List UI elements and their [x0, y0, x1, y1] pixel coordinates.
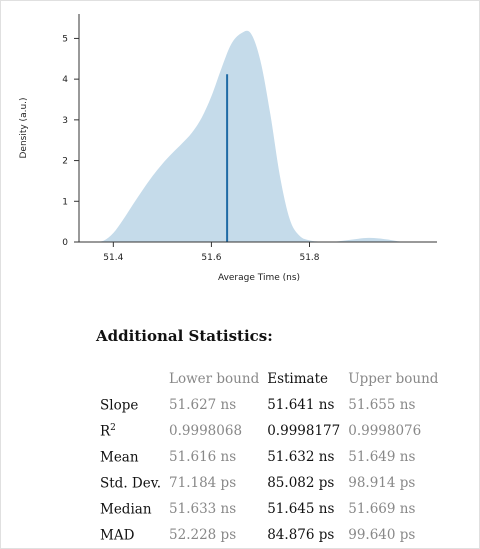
col-upper-bound: Upper bound [344, 366, 442, 392]
lower-bound-value: 52.228 ps [165, 522, 263, 548]
col-estimate: Estimate [263, 366, 344, 392]
table-row: Mean 51.616 ns 51.632 ns 51.649 ns [96, 444, 442, 470]
y-tick-label: 2 [62, 157, 68, 167]
row-label: Slope [96, 392, 165, 418]
row-label: Std. Dev. [96, 470, 165, 496]
row-label: Median [96, 496, 165, 522]
x-tick-label: 51.8 [299, 253, 319, 263]
upper-bound-value: 99.640 ps [344, 522, 442, 548]
row-label: MAD [96, 522, 165, 548]
upper-bound-value: 98.914 ps [344, 470, 442, 496]
lower-bound-value: 51.627 ns [165, 392, 263, 418]
estimate-value: 51.645 ns [263, 496, 344, 522]
lower-bound-value: 0.9998068 [165, 418, 263, 444]
table-row: Slope 51.627 ns 51.641 ns 51.655 ns [96, 392, 442, 418]
upper-bound-value: 51.649 ns [344, 444, 442, 470]
plot-area: 0 1 2 3 4 5 51.4 51.6 51.8 [62, 14, 437, 263]
estimate-value: 85.082 ps [263, 470, 344, 496]
estimate-value: 51.632 ns [263, 444, 344, 470]
y-tick-label: 1 [62, 197, 68, 207]
lower-bound-value: 71.184 ps [165, 470, 263, 496]
col-lower-bound: Lower bound [165, 366, 263, 392]
density-chart: 0 1 2 3 4 5 51.4 51.6 51.8 Density (a.u.) Averag… [0, 0, 480, 300]
lower-bound-value: 51.616 ns [165, 444, 263, 470]
x-tick-label: 51.6 [201, 253, 221, 263]
lower-bound-value: 51.633 ns [165, 496, 263, 522]
upper-bound-value: 51.655 ns [344, 392, 442, 418]
upper-bound-value: 0.9998076 [344, 418, 442, 444]
y-tick-label: 3 [62, 116, 68, 126]
x-tick-label: 51.4 [103, 253, 123, 263]
x-axis-label: Average Time (ns) [218, 273, 300, 283]
stats-header-blank [96, 366, 165, 392]
stats-table: Lower bound Estimate Upper bound Slope 5… [96, 366, 442, 548]
estimate-value: 51.641 ns [263, 392, 344, 418]
table-row: Median 51.633 ns 51.645 ns 51.669 ns [96, 496, 442, 522]
y-tick-label: 4 [62, 75, 68, 85]
table-row: R2 0.9998068 0.9998177 0.9998076 [96, 418, 442, 444]
upper-bound-value: 51.669 ns [344, 496, 442, 522]
estimate-value: 0.9998177 [263, 418, 344, 444]
row-label: Mean [96, 444, 165, 470]
table-row: Std. Dev. 71.184 ps 85.082 ps 98.914 ps [96, 470, 442, 496]
estimate-value: 84.876 ps [263, 522, 344, 548]
table-row: MAD 52.228 ps 84.876 ps 99.640 ps [96, 522, 442, 548]
y-axis-label: Density (a.u.) [19, 97, 29, 158]
y-tick-label: 0 [62, 238, 68, 248]
density-area [94, 31, 408, 242]
stats-header-row: Lower bound Estimate Upper bound [96, 366, 442, 392]
row-label: R2 [96, 418, 165, 444]
stats-heading: Additional Statistics: [96, 327, 273, 345]
y-tick-label: 5 [62, 34, 68, 44]
